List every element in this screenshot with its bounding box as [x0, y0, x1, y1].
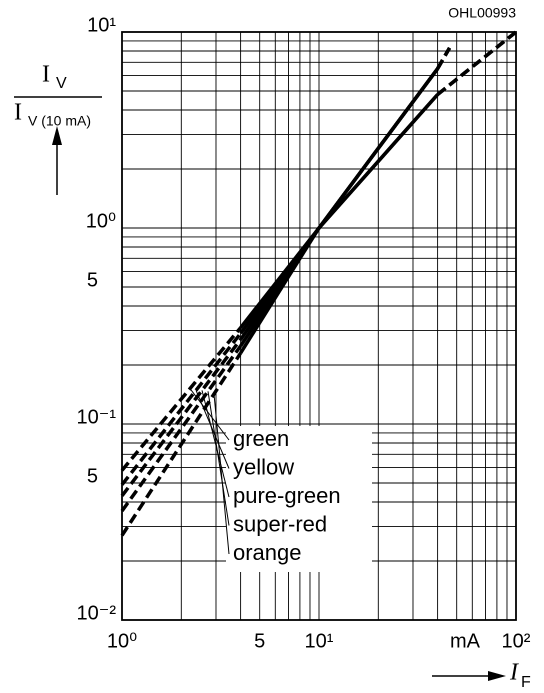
legend-box: [226, 426, 372, 572]
legend-label: super-red: [233, 511, 327, 536]
x-label-main: I: [509, 660, 519, 686]
legend-label: yellow: [233, 454, 294, 479]
leader-line: [213, 393, 230, 555]
x-tick-label: 10²: [502, 630, 531, 652]
x-unit: mA: [450, 630, 481, 652]
y-tick-label: 5: [87, 269, 98, 291]
y-tick-label: 5: [87, 465, 98, 487]
plot-frame: [121, 31, 517, 621]
series-line: [436, 30, 518, 96]
series-line: [436, 46, 452, 70]
leader-line: [207, 391, 230, 526]
y-tick-label: 10⁻¹: [77, 406, 117, 428]
y-label-den-sub: V (10 mA): [28, 113, 91, 129]
legend-label: orange: [233, 540, 302, 565]
y-label-den-main: I: [14, 100, 22, 126]
x-tick-label: 10¹: [305, 630, 334, 652]
series-line: [120, 332, 242, 486]
arrow-head: [52, 126, 62, 145]
arrow-head: [488, 671, 506, 681]
legend-label: pure-green: [233, 483, 341, 508]
leader-line: [195, 390, 230, 469]
series-line: [120, 338, 243, 497]
y-tick-label: 10⁻²: [77, 602, 117, 624]
series-line: [120, 352, 243, 537]
y-tick-label: 10¹: [87, 14, 116, 36]
y-tick-label: 10⁰: [86, 210, 116, 232]
series-line: [317, 93, 439, 230]
x-tick-label: 5: [254, 630, 265, 652]
series-line: [317, 67, 440, 230]
y-label-sub: V: [56, 75, 67, 92]
x-tick-label: 10⁰: [107, 630, 137, 652]
chart-code: OHL00993: [448, 5, 516, 21]
x-label-sub: F: [521, 674, 531, 691]
y-label-main: I: [42, 62, 50, 88]
series-line: [239, 227, 321, 355]
y-axis-label: I V I V (10 mA): [14, 62, 102, 195]
legend-label: green: [233, 426, 289, 451]
series-line: [120, 326, 242, 472]
x-axis-label: I F: [432, 660, 531, 691]
series-line: [120, 344, 243, 512]
